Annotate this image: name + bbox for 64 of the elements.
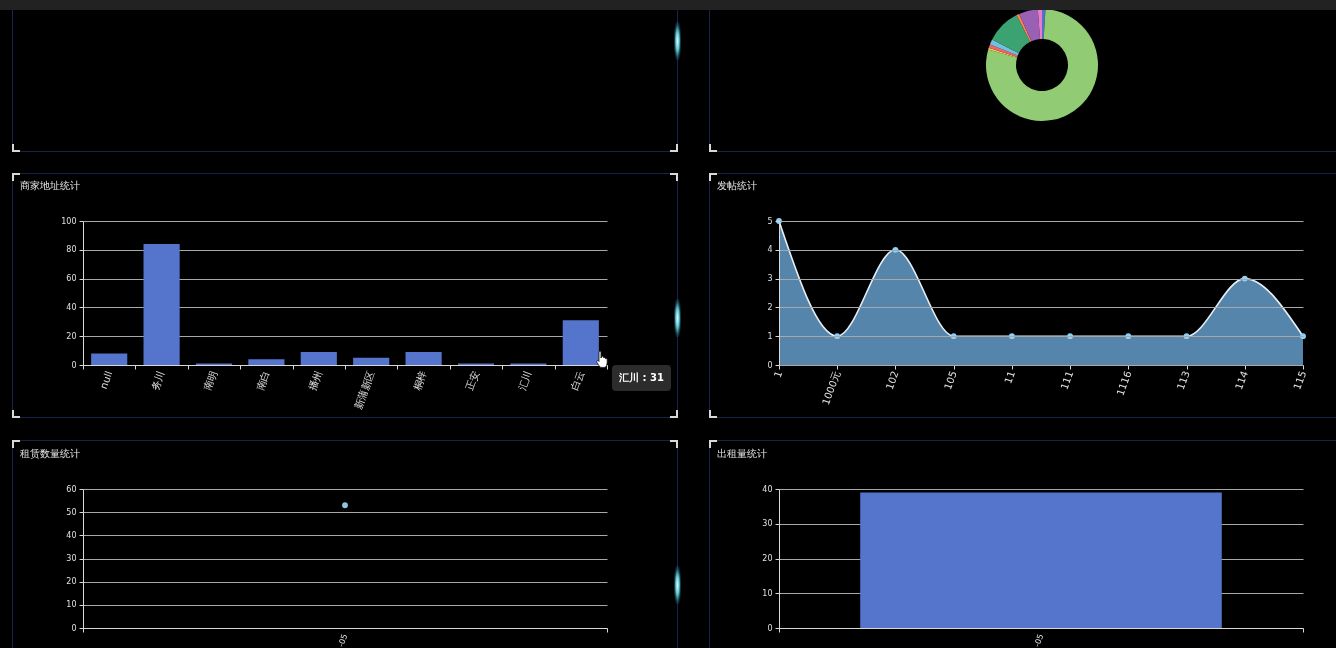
y-tick-label: 40 (66, 302, 77, 312)
x-tick-label: 11 (1002, 369, 1018, 386)
x-tick-label: 114 (1233, 369, 1250, 392)
x-tick-label: 新蒲新区 (352, 369, 377, 411)
y-tick-label: 30 (66, 554, 77, 563)
y-tick-label: 20 (762, 554, 773, 563)
chart-title: 出租量统计 (717, 448, 767, 459)
text: 汇川 : 31 (612, 365, 671, 391)
x-tick-label: null (97, 369, 115, 391)
x-tick-label: 南白 (254, 369, 272, 392)
chart-title: 商家地址统计 (20, 180, 80, 191)
y-tick-label: 10 (762, 588, 773, 598)
y-tick-label: 100 (61, 216, 77, 226)
bar (300, 352, 337, 365)
y-tick-label: 0 (767, 360, 773, 370)
y-tick-label: 5 (767, 216, 773, 226)
x-tick-label: 1116 (1114, 369, 1134, 398)
x-tick-label: 1000元 (819, 369, 843, 407)
x-tick-label: 正安 (464, 369, 482, 392)
x-tick-label: 汇川 (516, 369, 534, 392)
x-tick-label: 111 (1058, 369, 1076, 392)
y-tick-label: 60 (66, 484, 77, 494)
donut-slice (992, 15, 1031, 54)
y-tick-label: 10 (66, 600, 77, 610)
x-tick-label: 南明 (202, 369, 220, 392)
donut-slice (1037, 9, 1042, 40)
x-tick-label: 113 (1174, 369, 1192, 392)
y-tick-label: 60 (66, 274, 77, 284)
y-tick-label: 0 (767, 623, 773, 633)
x-tick-label: 115 (1291, 369, 1309, 392)
y-tick-label: 4 (767, 245, 773, 255)
bar (353, 357, 390, 365)
y-tick-label: 80 (66, 245, 77, 255)
y-tick-label: 20 (66, 331, 77, 341)
donut-slice (1016, 13, 1032, 42)
donut-slice (1042, 9, 1046, 40)
x-tick-label: -05 (1032, 632, 1046, 648)
x-tick-label: -05 (336, 632, 350, 648)
chart-title: 租赁数量统计 (20, 448, 80, 459)
bar (248, 359, 285, 365)
x-tick-label: 105 (942, 369, 959, 392)
donut-slice (986, 9, 1098, 121)
x-tick-label: 白云 (568, 369, 586, 392)
x-tick-label: 桐梓 (411, 369, 429, 393)
y-tick-label: 20 (66, 577, 77, 587)
chart-title: 发帖统计 (717, 180, 757, 191)
y-tick-label: 3 (767, 274, 773, 284)
y-tick-label: 0 (71, 623, 77, 633)
bar (143, 244, 180, 365)
y-tick-label: 0 (71, 360, 77, 370)
y-tick-label: 2 (767, 302, 773, 312)
y-tick-label: 50 (66, 507, 77, 517)
y-tick-label: 30 (762, 519, 773, 529)
y-tick-label: 40 (762, 484, 773, 494)
donut-slice (989, 39, 1019, 56)
y-tick-label: 40 (66, 530, 77, 540)
x-tick-label: 播州 (306, 369, 324, 392)
bar (405, 352, 442, 365)
bar (91, 353, 128, 365)
x-tick-label: 102 (883, 369, 901, 392)
donut-slice (1019, 9, 1041, 42)
y-tick-label: 1 (767, 331, 773, 341)
bar (562, 320, 599, 365)
x-tick-label: 务川 (149, 369, 167, 392)
